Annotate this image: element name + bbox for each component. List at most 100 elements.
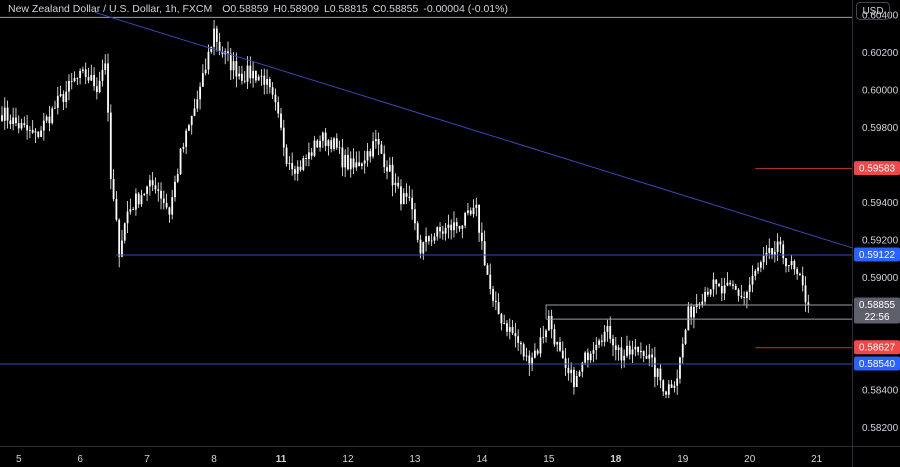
candle: [751, 265, 754, 293]
candle-body: [779, 241, 782, 245]
candle: [729, 279, 732, 287]
price-tag-value: 0.58540: [859, 359, 896, 370]
x-tick-label: 8: [211, 454, 217, 465]
y-tick-label: 0.60000: [862, 85, 899, 96]
candle: [361, 162, 363, 170]
candle-body: [241, 73, 243, 81]
candle-body: [31, 129, 34, 133]
candle: [715, 279, 718, 295]
currency-button[interactable]: USD: [856, 2, 890, 20]
candle-body: [377, 139, 380, 145]
candle-body: [422, 242, 425, 254]
candle-body: [84, 69, 87, 78]
candle-body: [709, 289, 712, 295]
candle-body: [665, 391, 667, 395]
candle-body: [525, 355, 528, 357]
candle-body: [444, 227, 447, 234]
candle-body: [70, 80, 73, 82]
candle-body: [453, 222, 455, 231]
candle: [168, 206, 171, 223]
candle: [539, 327, 542, 358]
candle-body: [578, 371, 581, 376]
candle: [695, 293, 698, 314]
candle: [665, 390, 667, 399]
candle-body: [573, 369, 575, 388]
candle-body: [397, 182, 400, 187]
candle-body: [268, 79, 271, 88]
candle-body: [369, 151, 372, 157]
candle-body: [182, 146, 185, 149]
candle-body: [439, 227, 441, 232]
candle-body: [771, 248, 773, 255]
candle-body: [748, 284, 751, 292]
candle-body: [6, 107, 9, 121]
candle: [182, 142, 185, 153]
candle-body: [659, 368, 662, 381]
price-tag-countdown: 22:56: [864, 312, 889, 323]
candle: [59, 85, 62, 98]
candle: [305, 154, 308, 167]
candle-body: [288, 163, 291, 164]
candle: [252, 61, 254, 88]
candle-body: [693, 306, 695, 318]
price-tag-bg: [854, 340, 900, 355]
candle: [592, 341, 595, 363]
candle-body: [20, 123, 23, 129]
candle-body: [737, 289, 740, 296]
candle-body: [595, 344, 598, 351]
candle-body: [391, 164, 394, 186]
candle: [587, 348, 589, 368]
candle: [68, 74, 70, 101]
candle-body: [388, 164, 391, 172]
y-tick-label: 0.60200: [862, 48, 899, 59]
candle-body: [690, 306, 693, 318]
candle-body: [787, 265, 790, 267]
candle-body: [684, 330, 687, 344]
candle-body: [176, 174, 179, 182]
candle: [162, 190, 165, 210]
candle: [296, 160, 299, 181]
candle-body: [135, 193, 137, 210]
candle-body: [154, 185, 157, 190]
candle: [232, 51, 235, 80]
candle: [500, 312, 503, 331]
candle: [469, 207, 472, 216]
candle: [268, 76, 271, 94]
candle-body: [419, 239, 422, 254]
candle: [606, 319, 609, 342]
price-tag-bg: [854, 356, 900, 371]
candle-body: [762, 255, 765, 263]
candle: [299, 160, 302, 172]
candle-body: [726, 282, 729, 286]
candle-body: [455, 222, 458, 227]
candle: [335, 133, 338, 150]
candle-body: [249, 65, 252, 79]
candle-body: [386, 167, 388, 172]
y-tick-label: 0.58400: [862, 385, 899, 396]
candle: [801, 266, 804, 292]
candle: [84, 62, 87, 85]
candle: [589, 351, 592, 363]
candle: [768, 238, 771, 259]
candle-body: [56, 95, 59, 108]
candle-body: [238, 73, 241, 77]
candle: [776, 233, 779, 262]
candle: [634, 338, 637, 357]
candle: [458, 225, 461, 232]
candle: [782, 240, 785, 265]
candle: [23, 116, 26, 128]
candle-body: [567, 367, 570, 374]
candle: [626, 335, 628, 358]
candle-body: [363, 160, 366, 164]
candle-body: [319, 140, 321, 148]
candle: [146, 185, 148, 201]
candle: [355, 151, 358, 171]
candle: [679, 356, 681, 384]
high-label: H: [273, 3, 281, 15]
candle-body: [95, 86, 98, 93]
x-tick-label: 19: [677, 454, 689, 465]
candle: [1, 106, 3, 123]
y-tick-label: 0.59000: [862, 273, 899, 284]
candle: [447, 214, 450, 239]
